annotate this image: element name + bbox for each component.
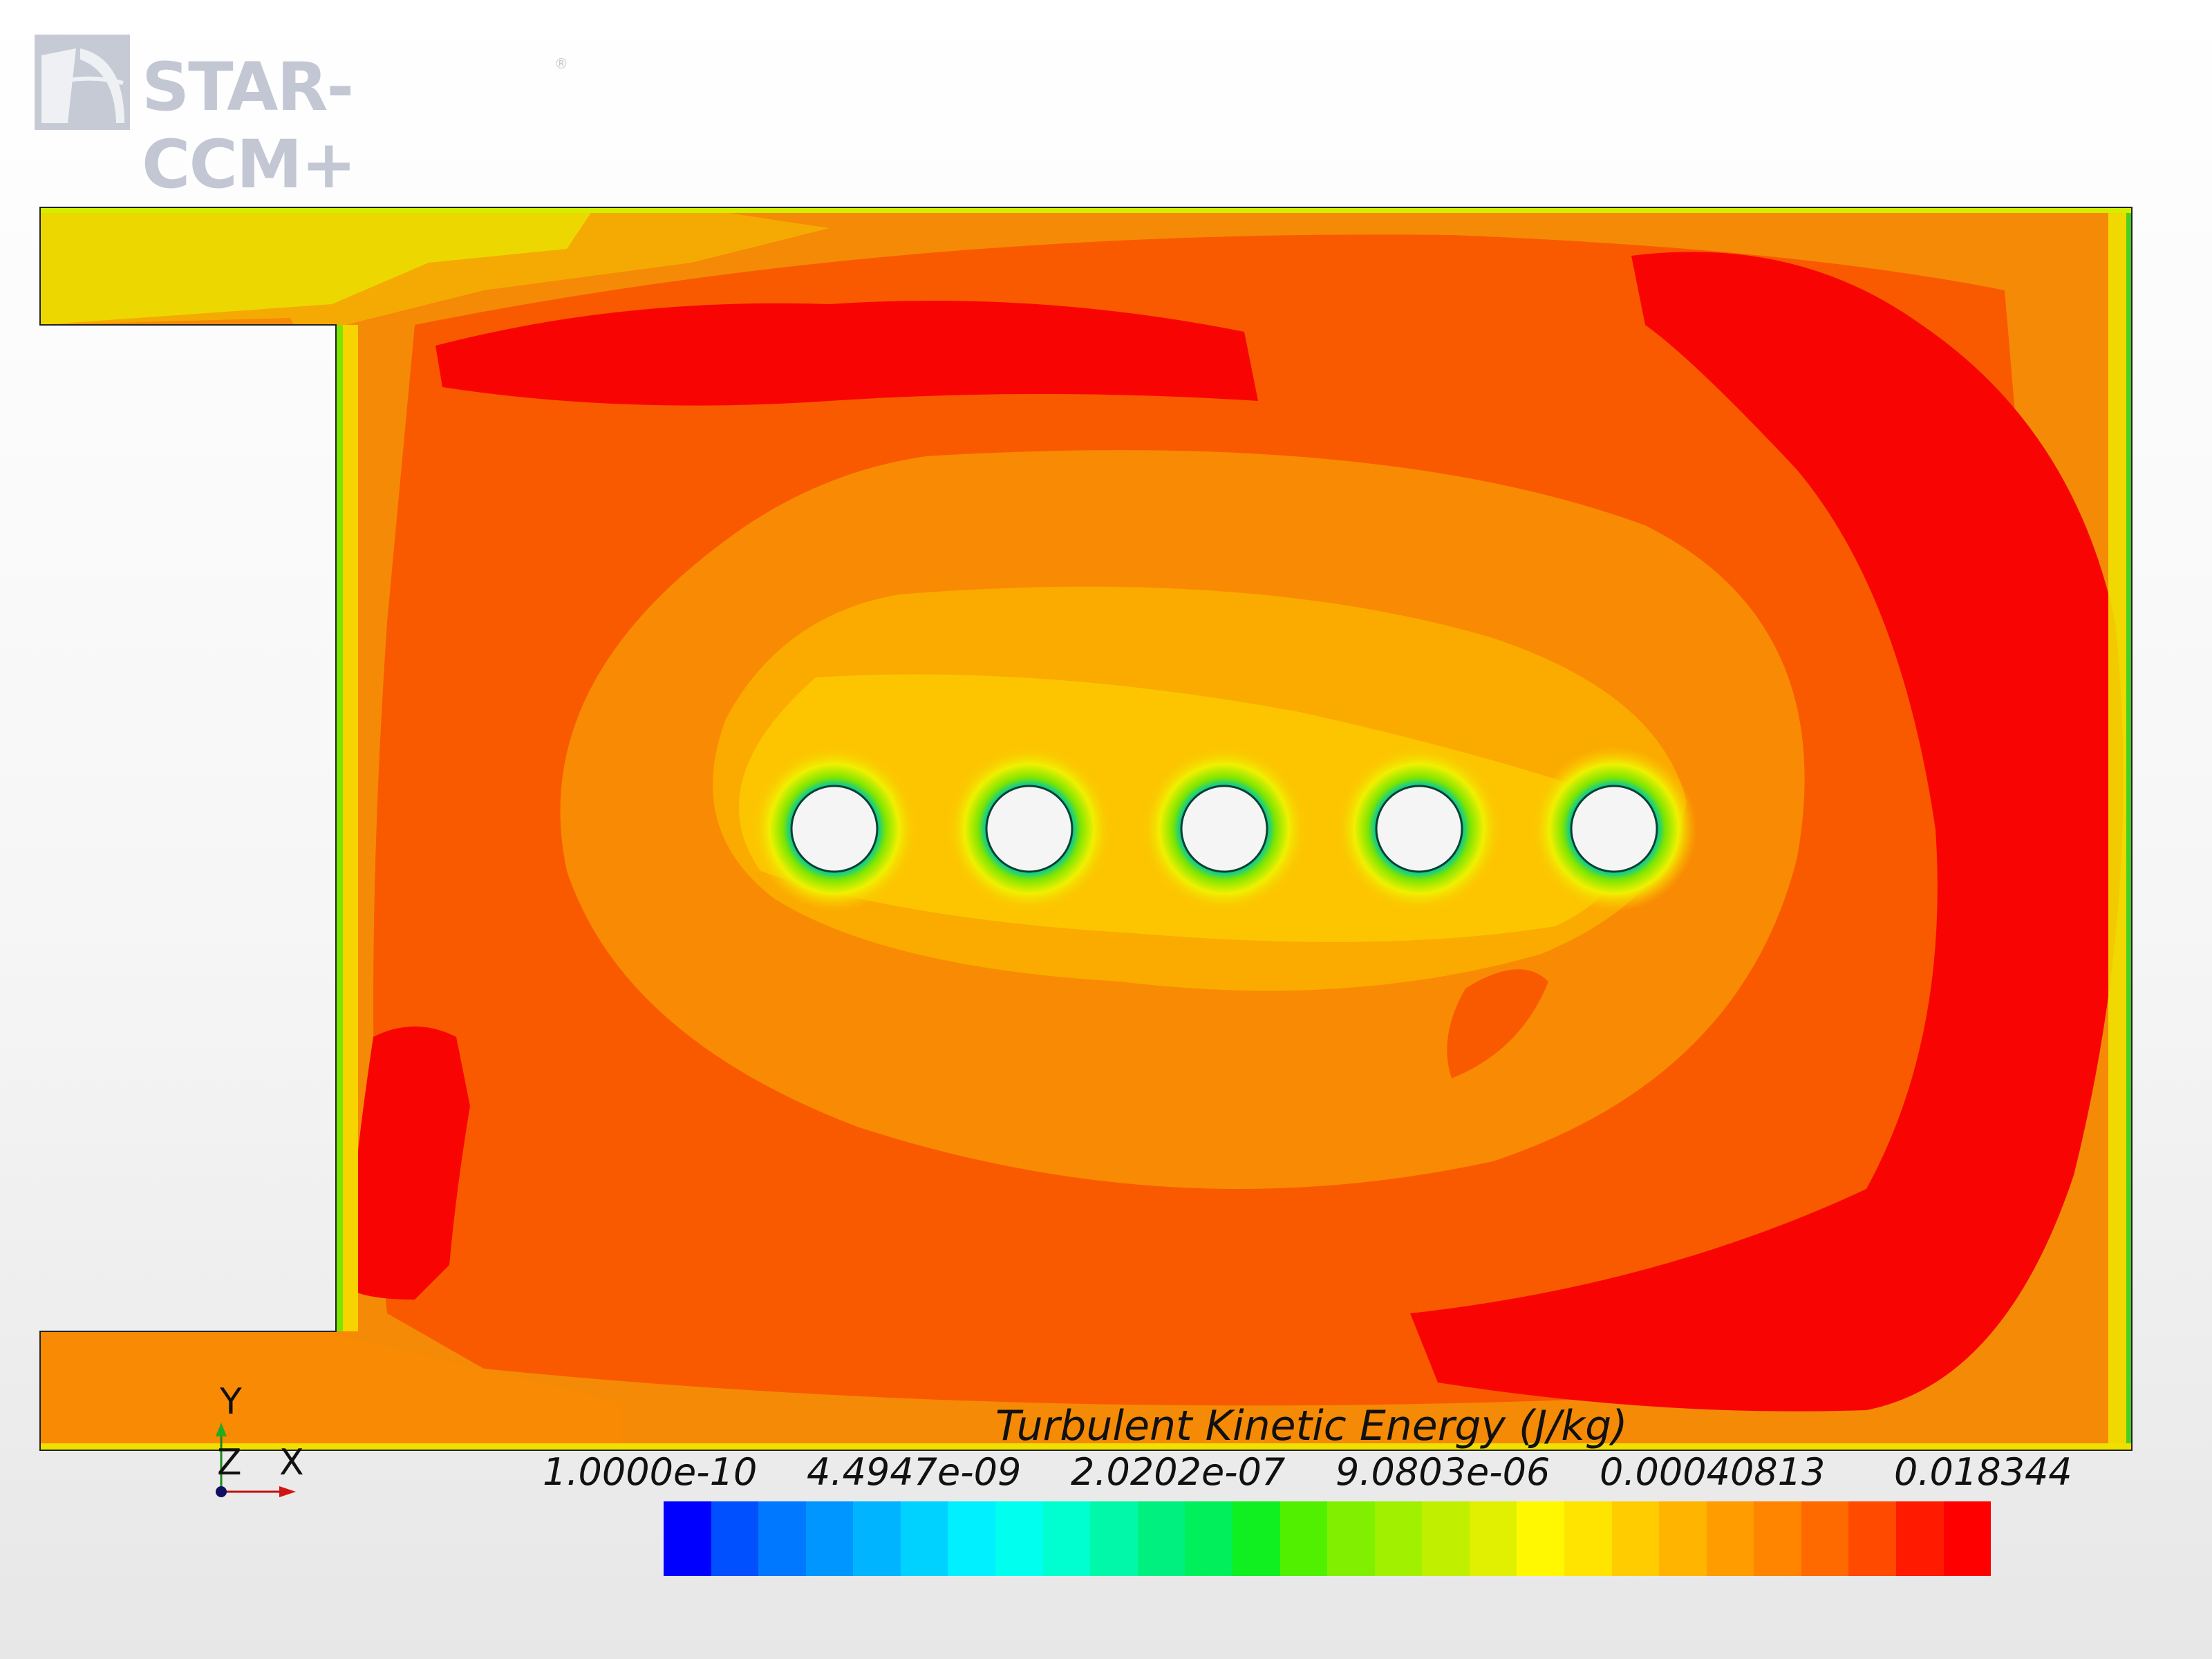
wall-band-left-yellow bbox=[343, 325, 358, 1331]
colorbar-segment bbox=[1896, 1501, 1944, 1576]
colorbar-segment bbox=[1943, 1501, 1991, 1576]
colorbar-segment bbox=[1374, 1501, 1423, 1576]
cylinder-1[interactable] bbox=[790, 785, 879, 873]
cylinder-5[interactable] bbox=[1570, 785, 1658, 873]
colorbar-segment bbox=[758, 1501, 806, 1576]
legend-tick: 4.4947e-09 bbox=[807, 1450, 1022, 1494]
logo-mark-icon bbox=[35, 35, 130, 130]
cylinder-2[interactable] bbox=[985, 785, 1074, 873]
colorbar-segment bbox=[1801, 1501, 1849, 1576]
colorbar-segment bbox=[1611, 1501, 1660, 1576]
axis-triad-icon bbox=[216, 1423, 296, 1497]
colorbar-segment bbox=[1090, 1501, 1138, 1576]
axis-x-label: X bbox=[279, 1442, 304, 1483]
colorbar-segment bbox=[1517, 1501, 1564, 1576]
colorbar-segment bbox=[1042, 1501, 1091, 1576]
colorbar-segment bbox=[1327, 1501, 1375, 1576]
wall-band-left bbox=[336, 325, 343, 1331]
colorbar-segment bbox=[1706, 1501, 1754, 1576]
logo-registered-mark: ® bbox=[554, 55, 568, 72]
high-tke-top bbox=[435, 301, 1258, 406]
legend-tick: 9.0803e-06 bbox=[1335, 1450, 1550, 1494]
wall-band-right-yellow bbox=[2108, 207, 2126, 1450]
legend-tick: 1.0000e-10 bbox=[543, 1450, 758, 1494]
colorbar-segment bbox=[1185, 1501, 1232, 1576]
colorbar-segment bbox=[948, 1501, 996, 1576]
colorbar-segment bbox=[1422, 1501, 1470, 1576]
cylinder-4[interactable] bbox=[1375, 785, 1463, 873]
legend-tick: 0.018344 bbox=[1894, 1450, 2072, 1494]
colorbar-segment bbox=[1754, 1501, 1801, 1576]
wake-region bbox=[1447, 969, 1548, 1078]
high-tke-left bbox=[346, 1027, 470, 1300]
colorbar-segment bbox=[711, 1501, 759, 1576]
legend-tick: 0.00040813 bbox=[1600, 1450, 1826, 1494]
colorbar-segment bbox=[1469, 1501, 1517, 1576]
cylinder-array bbox=[751, 746, 1697, 912]
colorbar-segment bbox=[995, 1501, 1043, 1576]
axis-z-label: Z bbox=[217, 1442, 242, 1483]
cylinder-3[interactable] bbox=[1180, 785, 1268, 873]
logo-wordmark: STAR-CCM+ bbox=[142, 48, 357, 203]
legend-tick: 2.0202e-07 bbox=[1071, 1450, 1286, 1494]
colorbar-segment bbox=[1564, 1501, 1612, 1576]
high-tke-right bbox=[1410, 252, 2124, 1412]
legend-colorbar bbox=[664, 1501, 1991, 1576]
outlet-bottom-region bbox=[40, 1334, 622, 1450]
domain-outline bbox=[39, 207, 2133, 1451]
wall-band-bottom bbox=[40, 1443, 2132, 1450]
colorbar-segment bbox=[805, 1501, 854, 1576]
colorbar-segment bbox=[900, 1501, 948, 1576]
colorbar-segment bbox=[664, 1501, 711, 1576]
colorbar-segment bbox=[1280, 1501, 1328, 1576]
axis-y-label: Y bbox=[220, 1381, 242, 1423]
wall-band-right bbox=[2126, 207, 2132, 1450]
legend-title: Turbulent Kinetic Energy (J/kg) bbox=[995, 1402, 1628, 1450]
inlet-top-transition bbox=[40, 207, 830, 359]
star-ccm-logo: STAR-CCM+ ® bbox=[35, 35, 568, 203]
wall-band-top bbox=[40, 207, 2132, 213]
colorbar-segment bbox=[853, 1501, 901, 1576]
colorbar-segment bbox=[1137, 1501, 1185, 1576]
colorbar-segment bbox=[1848, 1501, 1897, 1576]
colorbar-segment bbox=[1232, 1501, 1280, 1576]
colorbar-segment bbox=[1659, 1501, 1707, 1576]
